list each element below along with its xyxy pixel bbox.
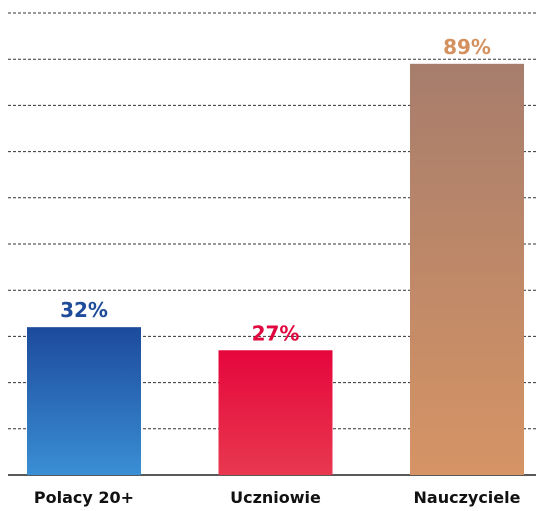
value-label: 89% (443, 35, 491, 59)
x-tick-label: Polacy 20+ (34, 488, 134, 507)
bar (218, 350, 333, 475)
value-label: 27% (252, 321, 300, 345)
bar (410, 63, 524, 475)
bar (27, 327, 141, 475)
x-tick-label: Nauczyciele (414, 488, 521, 507)
value-label: 32% (60, 298, 108, 322)
x-tick-label: Uczniowie (230, 488, 321, 507)
